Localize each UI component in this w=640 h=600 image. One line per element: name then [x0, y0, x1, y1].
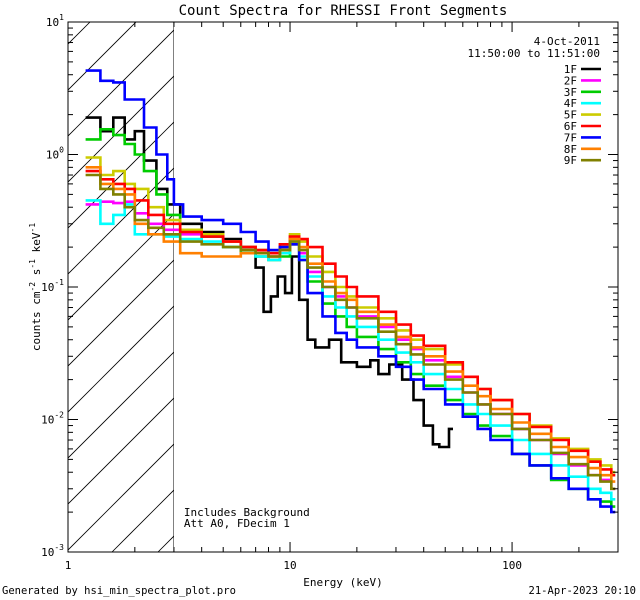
svg-text:Energy (keV): Energy (keV) — [303, 576, 382, 589]
legend-label: 6F — [564, 120, 577, 133]
y-tick-label: 100 — [46, 146, 64, 162]
series-6F — [85, 169, 616, 477]
series-4F — [85, 199, 616, 501]
legend-item-7F: 7F — [564, 131, 601, 144]
series-group — [85, 69, 616, 514]
axes: 1 10 100 101 100 10-1 10-2 10-3 — [41, 13, 619, 572]
series-2F — [85, 200, 616, 491]
annotation-text: Includes Background — [184, 506, 310, 519]
legend-label: 7F — [564, 131, 577, 144]
legend-item-3F: 3F — [564, 86, 601, 99]
timestamp-label: 21-Apr-2023 20:10 — [528, 585, 636, 597]
legend-item-5F: 5F — [564, 109, 601, 122]
legend-label: 1F — [564, 63, 577, 76]
series-7F — [85, 69, 616, 514]
y-tick-label: 10-2 — [41, 411, 64, 427]
x-tick-label: 10 — [283, 559, 296, 572]
legend-label: 4F — [564, 97, 577, 110]
legend-item-9F: 9F — [564, 154, 601, 167]
legend-item-8F: 8F — [564, 143, 601, 156]
y-axis-label: counts cm-2 s-1 keV-1 — [28, 223, 43, 351]
series-3F — [85, 128, 616, 508]
generated-by-label: Generated by hsi_min_spectra_plot.pro — [2, 585, 236, 597]
series-9F — [85, 173, 616, 491]
legend-label: 3F — [564, 86, 577, 99]
y-tick-label: 10-3 — [41, 543, 64, 559]
annotation-text: Att A0, FDecim 1 — [184, 517, 290, 530]
legend-item-4F: 4F — [564, 97, 601, 110]
legend-label: 9F — [564, 154, 577, 167]
legend-label: 8F — [564, 143, 577, 156]
date-label: 4-Oct-2011 — [534, 35, 600, 48]
info-block: 4-Oct-2011 11:50:00 to 11:51:00 — [468, 35, 600, 60]
legend-item-6F: 6F — [564, 120, 601, 133]
chart-title: Count Spectra for RHESSI Front Segments — [179, 3, 508, 19]
legend-label: 5F — [564, 109, 577, 122]
x-axis-label: Energy (keV) — [303, 576, 382, 589]
y-tick-label: 10-1 — [41, 278, 64, 294]
x-tick-label: 1 — [65, 559, 72, 572]
x-tick-label: 100 — [502, 559, 522, 572]
legend-label: 2F — [564, 74, 577, 87]
legend-item-2F: 2F — [564, 74, 601, 87]
y-tick-label: 101 — [46, 13, 64, 29]
legend-item-1F: 1F — [564, 63, 601, 76]
time-range-label: 11:50:00 to 11:51:00 — [468, 47, 600, 60]
series-1F — [85, 116, 453, 449]
background-hatch-region — [68, 22, 174, 552]
